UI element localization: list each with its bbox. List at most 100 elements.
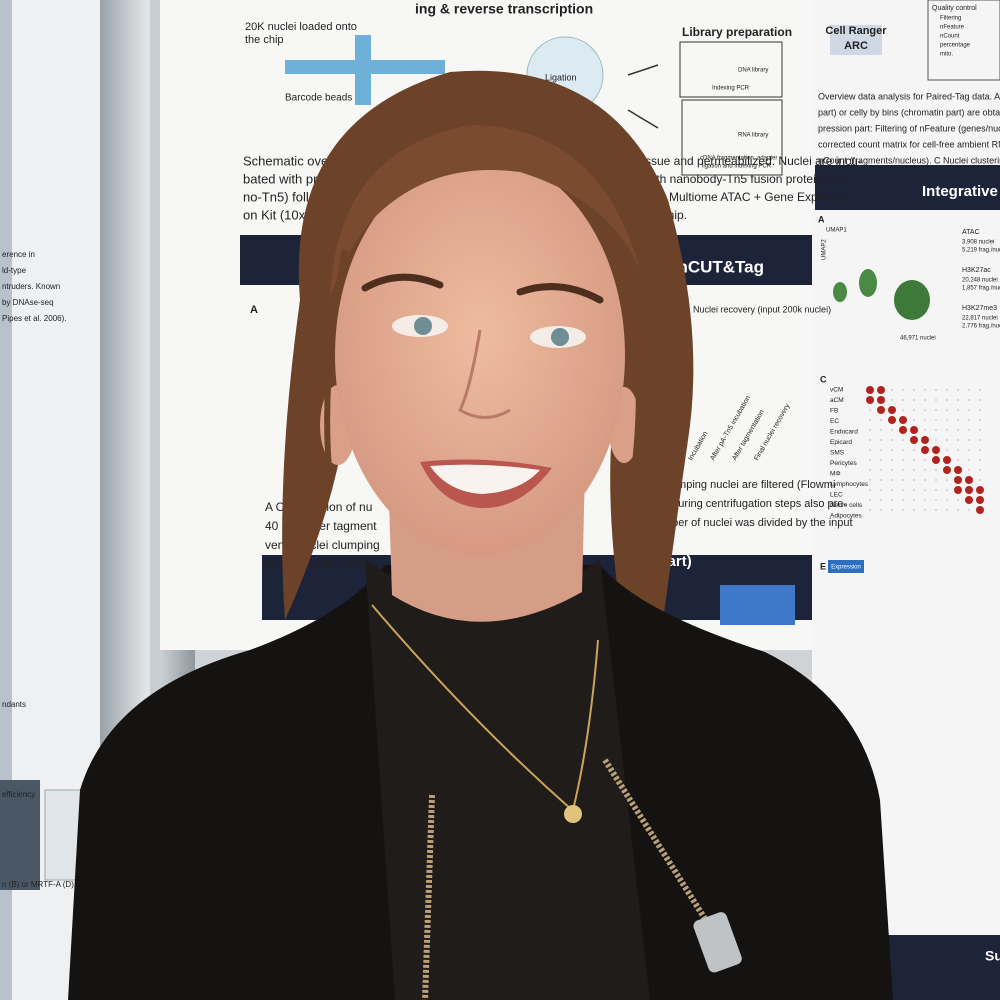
dot: [965, 486, 973, 494]
dot: [880, 469, 882, 471]
dot: [935, 399, 937, 401]
dot: [902, 509, 904, 511]
dot: [924, 389, 926, 391]
dot: [946, 429, 948, 431]
section-title: snCUT&Tag: [668, 257, 764, 276]
dot: [968, 419, 970, 421]
dot: [924, 429, 926, 431]
dot: [968, 399, 970, 401]
poster-text: the chip: [245, 34, 284, 46]
dot: [921, 446, 929, 454]
dot: [957, 449, 959, 451]
dot-plot: [866, 386, 984, 514]
dot: [968, 459, 970, 461]
teeth: [430, 464, 540, 494]
poster-text: ntruders. Known: [2, 282, 60, 291]
dot: [957, 439, 959, 441]
dot: [902, 469, 904, 471]
left-micrograph: [0, 780, 40, 890]
dot: [968, 429, 970, 431]
poster-text: ARC: [844, 40, 868, 52]
dot: [902, 399, 904, 401]
dot: [935, 479, 937, 481]
poster-text: 1,857 frag./nucl.: [962, 286, 1000, 292]
poster-text: n (B) or MRTF-A (D) knockdown.: [2, 880, 118, 889]
dot: [913, 419, 915, 421]
poster-text: nuclei number and th: [265, 557, 377, 571]
hair-strands: [324, 249, 642, 501]
dot: [979, 389, 981, 391]
dot: [891, 439, 893, 441]
dot: [869, 509, 871, 511]
poster-text: A: [818, 214, 825, 224]
frame-rail: [150, 0, 160, 720]
dot: [869, 409, 871, 411]
dot: [880, 509, 882, 511]
poster-text: efficiency: [2, 790, 35, 799]
dot: [979, 439, 981, 441]
dot: [891, 509, 893, 511]
iris: [551, 328, 569, 346]
umap-cluster: [859, 269, 877, 297]
dot: [910, 426, 918, 434]
dot: [965, 496, 973, 504]
dot: [935, 389, 937, 391]
section-bar: [815, 165, 1000, 210]
zipper: [602, 758, 715, 932]
poster-text: on Kit (10x: [243, 207, 306, 222]
poster-text: A: [250, 304, 258, 316]
dot: [880, 419, 882, 421]
dot: [866, 396, 874, 404]
dot: [869, 499, 871, 501]
dot: [902, 499, 904, 501]
poster-text: 3,908 nuclei: [962, 240, 994, 246]
dot: [877, 386, 885, 394]
dot: [913, 399, 915, 401]
dot: [943, 456, 951, 464]
poster-heading: ing & reverse transcription: [415, 1, 593, 17]
dot: [935, 409, 937, 411]
poster-text: ligation and indexing PCR: [702, 164, 772, 170]
dot: [891, 429, 893, 431]
poster-text: DNA library: [738, 68, 768, 74]
poster-text: Barcode beads: [285, 93, 352, 104]
dot: [946, 479, 948, 481]
dot: [979, 409, 981, 411]
dot: [979, 479, 981, 481]
dot: [965, 476, 973, 484]
dot: [880, 489, 882, 491]
poster-text: Cell Ranger: [825, 25, 887, 37]
poster-text: cDNA fragmentation, adapter: [700, 156, 777, 162]
dot: [869, 489, 871, 491]
section-title: Integrative a: [922, 183, 1000, 200]
dot: [880, 439, 882, 441]
dot: [869, 449, 871, 451]
dot: [957, 419, 959, 421]
dot: [902, 409, 904, 411]
dot: [913, 459, 915, 461]
dot: [902, 439, 904, 441]
poster-text: 20,248 nuclei: [962, 278, 998, 284]
dot: [924, 459, 926, 461]
dot: [913, 479, 915, 481]
poster-text: 5,219 frag./nucl.: [962, 248, 1000, 254]
top: [365, 560, 650, 1000]
dot: [869, 459, 871, 461]
dot: [924, 489, 926, 491]
poster-text: vCM: [830, 387, 843, 394]
dot: [946, 489, 948, 491]
dot: [946, 389, 948, 391]
dot: [913, 449, 915, 451]
dot: [946, 509, 948, 511]
poster-text: ssue and permeabilized. Nuclei are incu-: [645, 154, 862, 168]
poster-text: nCount (fragments/nucleus). C Nuclei clu…: [818, 155, 1000, 165]
poster-text: H3K27ac: [962, 267, 991, 274]
dot: [957, 509, 959, 511]
dot: [976, 496, 984, 504]
qc-box: [927, 0, 1000, 81]
dot: [899, 426, 907, 434]
poster-text: nCount: [940, 34, 960, 40]
dot: [913, 469, 915, 471]
